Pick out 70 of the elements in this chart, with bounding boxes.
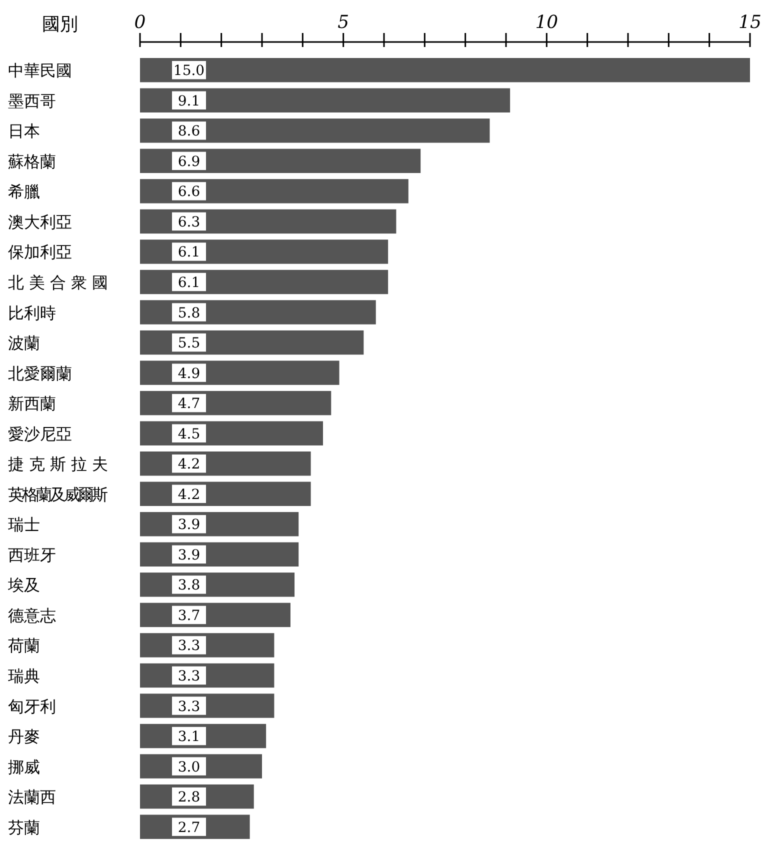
- data-label: 6.9: [178, 154, 200, 170]
- y-tick-label: 捷克斯拉夫: [8, 454, 108, 474]
- data-label: 2.8: [178, 790, 200, 806]
- y-tick-label: 埃及: [7, 576, 40, 595]
- data-label: 6.6: [178, 184, 200, 200]
- y-tick-label: 希臘: [8, 182, 40, 202]
- bar: [140, 360, 340, 385]
- y-axis-title: 國別: [42, 14, 78, 35]
- x-tick-label: 10: [535, 12, 558, 33]
- y-tick-label: 蘇格蘭: [8, 152, 56, 171]
- data-label: 4.5: [178, 426, 200, 442]
- bar: [140, 421, 323, 446]
- data-label: 9.1: [178, 93, 200, 110]
- data-label: 4.2: [178, 486, 200, 503]
- bar: [140, 88, 510, 112]
- y-tick-label: 法蘭西: [8, 788, 56, 807]
- y-tick-label: 匈牙利: [8, 696, 56, 716]
- bar: [140, 148, 421, 174]
- x-tick-label: 15: [738, 12, 762, 33]
- data-label: 5.8: [178, 305, 200, 322]
- data-label: 3.9: [178, 547, 200, 564]
- bar: [140, 209, 396, 234]
- y-tick-label: 北美合衆國: [8, 272, 108, 292]
- y-tick-label: 丹麥: [8, 727, 40, 746]
- bar: [140, 179, 408, 204]
- bar: [140, 240, 388, 264]
- data-label: 4.2: [178, 456, 200, 473]
- y-tick-label: 瑞士: [8, 515, 40, 534]
- data-label: 15.0: [173, 63, 205, 80]
- data-label: 3.3: [178, 638, 200, 654]
- y-tick-label: 西班牙: [8, 545, 56, 564]
- bar: [140, 118, 490, 143]
- data-label: 3.1: [178, 729, 200, 746]
- y-tick-label: 北愛爾蘭: [8, 364, 72, 383]
- bar: [140, 270, 388, 294]
- y-tick-label: 愛沙尼亞: [8, 424, 72, 444]
- bar: [140, 330, 364, 355]
- data-label: 3.3: [178, 698, 200, 715]
- x-tick-label: 0: [134, 12, 146, 33]
- y-tick-label: 德意志: [8, 606, 56, 625]
- y-tick-label: 日本: [8, 122, 40, 141]
- y-tick-label: 芬蘭: [8, 818, 40, 837]
- y-tick-label: 瑞典: [8, 666, 40, 686]
- bar: [140, 300, 376, 324]
- y-tick-label: 英格蘭及威爾斯: [8, 484, 108, 504]
- data-label: 4.7: [178, 396, 200, 412]
- y-tick-label: 新西蘭: [8, 394, 56, 414]
- data-label: 3.7: [178, 608, 200, 624]
- data-label: 3.0: [178, 759, 200, 776]
- data-label: 2.7: [178, 820, 200, 836]
- y-tick-label: 波蘭: [8, 334, 40, 353]
- x-tick-label: 5: [338, 12, 350, 33]
- y-tick-label: 挪威: [8, 757, 40, 776]
- y-tick-label: 中華民國: [8, 61, 72, 80]
- data-label: 6.3: [178, 214, 200, 230]
- y-tick-label: 保加利亞: [8, 242, 72, 262]
- data-label: 4.9: [178, 366, 200, 382]
- bar: [140, 58, 750, 82]
- y-tick-label: 荷蘭: [8, 636, 40, 656]
- data-label: 3.9: [178, 517, 200, 534]
- data-label: 3.3: [178, 668, 200, 684]
- y-tick-label: 墨西哥: [8, 91, 56, 110]
- y-tick-label: 比利時: [8, 303, 56, 322]
- data-label: 8.6: [178, 124, 200, 140]
- y-tick-label: 澳大利亞: [8, 212, 72, 232]
- data-label: 6.1: [178, 274, 200, 291]
- bar: [140, 390, 332, 416]
- data-label: 3.8: [178, 578, 200, 594]
- data-label: 6.1: [178, 244, 200, 261]
- data-label: 5.5: [178, 336, 200, 352]
